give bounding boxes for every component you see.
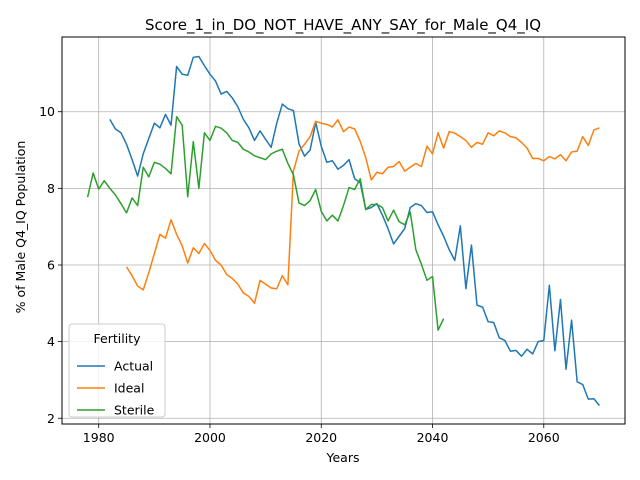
y-axis-ticks: 2 4 6 8 10 bbox=[39, 104, 62, 426]
x-tick-label: 1980 bbox=[83, 430, 115, 445]
series-line-actual bbox=[109, 55, 600, 407]
legend-title: Fertility bbox=[94, 331, 142, 346]
series-line-sterile bbox=[86, 115, 445, 331]
y-tick-label: 6 bbox=[47, 257, 55, 272]
x-axis-ticks: 1980 2000 2020 2040 2060 bbox=[83, 424, 560, 445]
chart-title: Score_1_in_DO_NOT_HAVE_ANY_SAY_for_Male_… bbox=[145, 16, 541, 35]
y-tick-label: 2 bbox=[47, 411, 55, 426]
y-axis-label: % of Male Q4_IQ Population bbox=[13, 141, 28, 314]
x-tick-label: 2060 bbox=[528, 430, 560, 445]
legend-label-ideal: Ideal bbox=[114, 381, 144, 396]
x-axis-label: Years bbox=[326, 450, 360, 465]
x-tick-label: 2000 bbox=[194, 430, 226, 445]
series-line-ideal bbox=[125, 119, 600, 305]
legend: Fertility Actual Ideal Sterile bbox=[68, 323, 166, 418]
y-tick-label: 10 bbox=[39, 104, 55, 119]
x-tick-label: 2040 bbox=[417, 430, 449, 445]
x-tick-label: 2020 bbox=[305, 430, 337, 445]
series-lines bbox=[86, 55, 600, 407]
plot-area-frame bbox=[61, 36, 626, 425]
legend-box bbox=[68, 323, 166, 418]
y-tick-label: 4 bbox=[47, 334, 55, 349]
legend-label-sterile: Sterile bbox=[114, 403, 155, 418]
y-tick-label: 8 bbox=[47, 181, 55, 196]
legend-label-actual: Actual bbox=[114, 359, 153, 374]
